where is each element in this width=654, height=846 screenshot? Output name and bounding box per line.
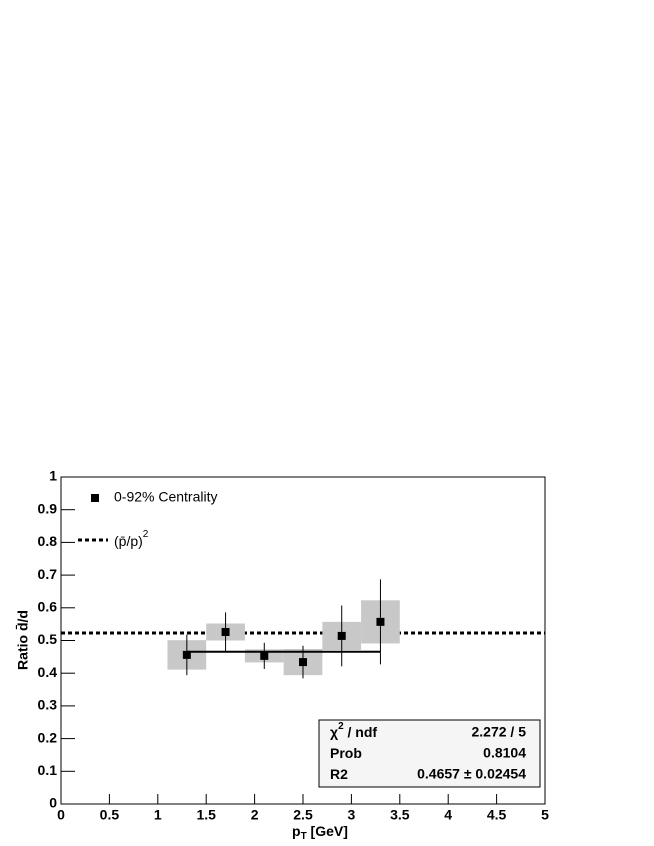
data-point [221, 627, 230, 636]
x-tick-label: 5 [541, 807, 549, 823]
y-tick-label: 0.5 [38, 631, 58, 647]
x-tick-label: 4 [444, 807, 452, 823]
x-tick-label: 1 [154, 807, 162, 823]
legend-label: 0-92% Centrality [114, 489, 218, 505]
data-point [299, 658, 307, 667]
stats-label-text: R2 [330, 766, 348, 782]
stats-label: R2 [330, 766, 348, 782]
x-tick-label: 4.5 [487, 807, 507, 823]
x-label-sub: T [301, 831, 307, 842]
data-point [376, 617, 385, 626]
stats-label: Prob [330, 745, 362, 761]
x-tick-label: 2.5 [293, 807, 313, 823]
stats-label: χ2 / ndf [330, 721, 377, 740]
stats-box [318, 719, 541, 788]
y-tick-label: 0.4 [38, 664, 58, 680]
y-tick-label: 0.9 [38, 500, 58, 516]
stats-value: 2.272 / 5 [472, 724, 527, 740]
data-point [337, 631, 346, 640]
y-tick-label: 0.6 [38, 599, 58, 615]
y-tick-label: 0.3 [38, 697, 58, 713]
x-tick-label: 0 [57, 807, 65, 823]
y-tick-label: 1 [49, 468, 57, 484]
y-tick-label: 0 [49, 795, 57, 811]
legend-sup: 2 [143, 529, 149, 540]
y-axis-label: Ratio d̄/d [14, 610, 31, 670]
stats-label-rest: / ndf [344, 724, 378, 740]
y-tick-label: 0.1 [38, 762, 58, 778]
data-point [260, 651, 269, 660]
stats-value: 0.8104 [483, 745, 526, 761]
x-tick-label: 3 [348, 807, 356, 823]
x-tick-label: 2 [251, 807, 259, 823]
y-tick-label: 0.2 [38, 729, 58, 745]
stats-label-text: Prob [330, 745, 362, 761]
stats-sup: 2 [338, 721, 344, 732]
y-tick-label: 0.7 [38, 566, 58, 582]
stats-value: 0.4657 ± 0.02454 [417, 766, 526, 782]
legend-marker [91, 494, 99, 502]
y-tick-label: 0.8 [38, 533, 58, 549]
x-label-unit: [GeV] [307, 823, 348, 839]
x-axis-label: pT [GeV] [292, 823, 348, 842]
x-tick-label: 1.5 [196, 807, 216, 823]
x-tick-label: 3.5 [390, 807, 410, 823]
legend-text: (p̄/p) [114, 533, 143, 549]
data-point [182, 650, 191, 659]
x-tick-label: 0.5 [100, 807, 120, 823]
legend-label: (p̄/p)2 [114, 529, 149, 549]
stats-label-text: χ [330, 724, 338, 740]
x-label-main: p [292, 823, 301, 839]
